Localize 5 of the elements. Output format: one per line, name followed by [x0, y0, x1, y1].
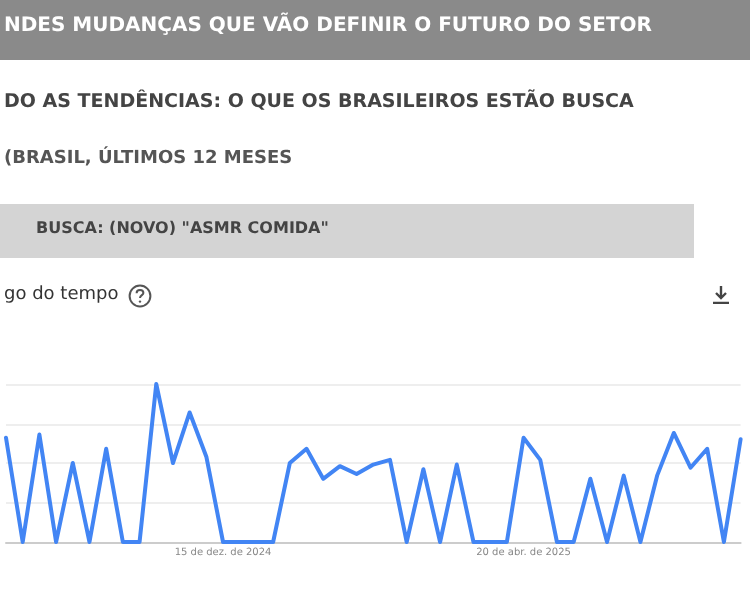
text: (BRASIL, ÚLTIMOS 12 MESES — [4, 145, 293, 169]
chart-subtitle: DO AS TENDÊNCIAS: O QUE OS BRASILEIROS ESTÃO BUSCA — [4, 89, 635, 113]
text: go do tempo — [4, 285, 120, 305]
text: BUSCA: (NOVO) "ASMR COMIDA" — [36, 219, 329, 237]
chart-title: NDES MUDANÇAS QUE VÃO DEFINIR O FUTURO DO SETOR — [4, 11, 653, 37]
